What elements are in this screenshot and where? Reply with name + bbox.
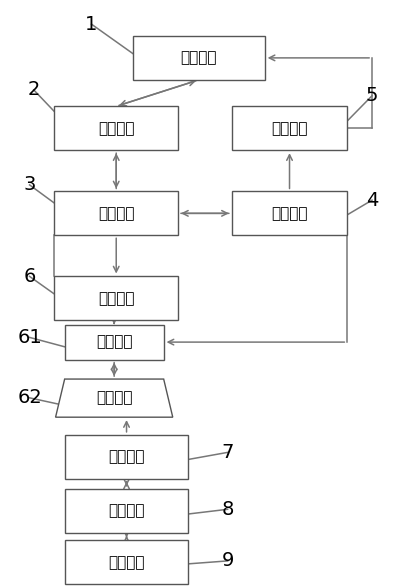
Text: 载入模块: 载入模块 xyxy=(98,121,134,136)
Text: 2: 2 xyxy=(27,81,40,99)
Text: 62: 62 xyxy=(17,388,42,407)
Text: 评估模块: 评估模块 xyxy=(271,206,307,221)
Bar xyxy=(64,435,188,479)
Text: 9: 9 xyxy=(221,552,233,570)
Text: 8: 8 xyxy=(221,500,233,519)
Bar xyxy=(133,36,264,80)
Text: 4: 4 xyxy=(365,191,377,210)
Bar xyxy=(64,325,163,360)
Text: 规划模块: 规划模块 xyxy=(108,555,145,570)
Bar xyxy=(54,106,178,151)
Text: 控制终端: 控制终端 xyxy=(180,51,216,65)
Text: 提醒单元: 提醒单元 xyxy=(96,390,132,406)
Bar xyxy=(231,191,347,235)
Text: 采集模块: 采集模块 xyxy=(108,449,145,465)
Text: 3: 3 xyxy=(23,175,36,195)
Bar xyxy=(54,191,178,235)
Text: 汇报模块: 汇报模块 xyxy=(271,121,307,136)
Text: 5: 5 xyxy=(365,86,377,105)
Text: 分析模块: 分析模块 xyxy=(98,206,134,221)
Text: 61: 61 xyxy=(17,328,42,347)
Bar xyxy=(64,489,188,533)
Polygon shape xyxy=(55,379,172,417)
Text: 6: 6 xyxy=(23,267,36,286)
Text: 7: 7 xyxy=(221,443,233,462)
Text: 1: 1 xyxy=(85,15,97,34)
Text: 协调单元: 协调单元 xyxy=(96,335,132,350)
Bar xyxy=(64,540,188,584)
Text: 判定模块: 判定模块 xyxy=(108,503,145,518)
Bar xyxy=(54,276,178,320)
Text: 设定模块: 设定模块 xyxy=(98,291,134,306)
Bar xyxy=(231,106,347,151)
